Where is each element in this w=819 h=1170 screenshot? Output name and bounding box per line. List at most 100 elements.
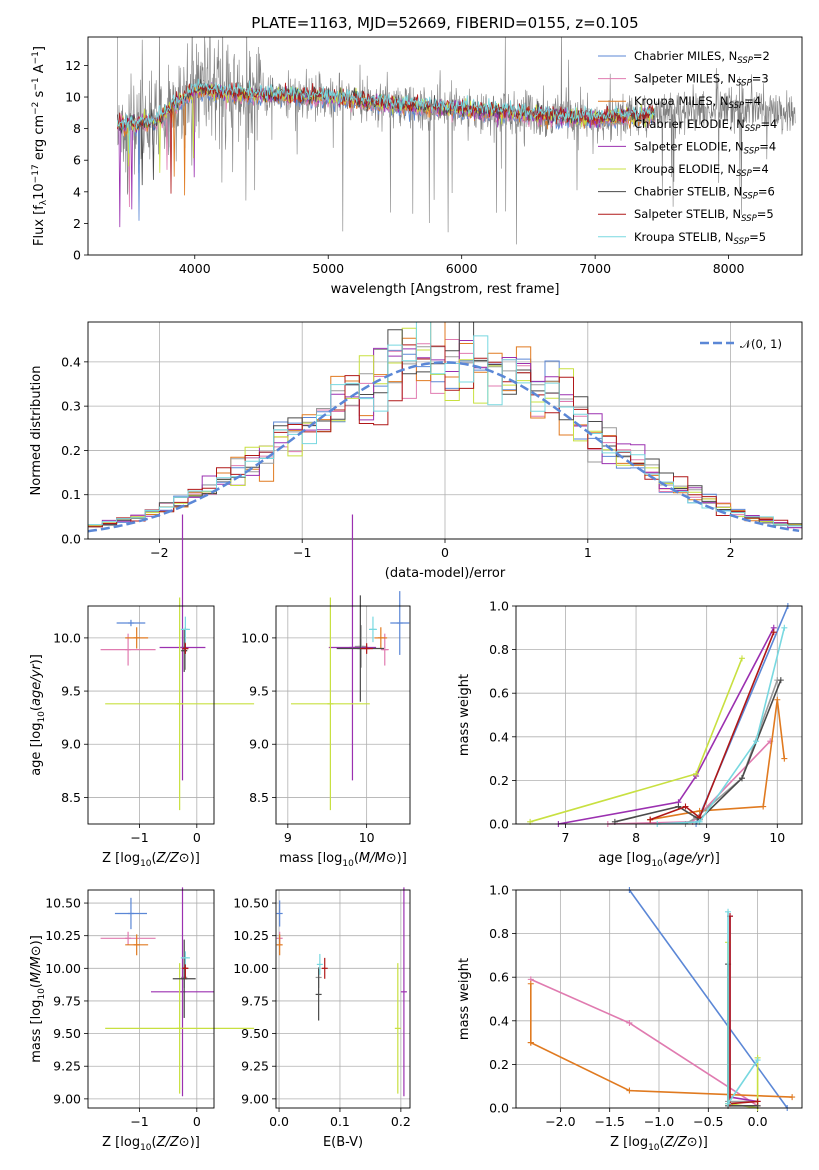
axes-0: 4000 5000 6000 7000 8000 0 2 4 6 8 10 12 xyxy=(65,58,744,276)
y-tick-label: 0.6 xyxy=(489,686,509,701)
y-tick-label: 1.0 xyxy=(489,599,509,614)
y-tick-label: 9.00 xyxy=(53,1091,81,1106)
normal-curve xyxy=(88,361,800,533)
figure-title: PLATE=1163, MJD=52669, FIBERID=0155, z=0… xyxy=(251,14,638,32)
weight-marker xyxy=(738,775,745,782)
weight-line-salpeter-elodie xyxy=(558,627,775,825)
x-tick-label: 10 xyxy=(359,830,375,845)
legend-entry: 𝒩(0, 1) xyxy=(740,337,782,351)
legend-entry: Salpeter STELIB, NSSP=5 xyxy=(634,207,774,224)
x-tick-label: 4000 xyxy=(179,261,211,276)
axes-frame-3 xyxy=(275,605,411,825)
x-tick-label: 0 xyxy=(441,545,449,560)
x-tick-label: −1 xyxy=(293,545,311,560)
histogram-kroupa-stelib xyxy=(88,322,802,529)
x-tick-label: 2 xyxy=(727,545,735,560)
x-tick-label: 6000 xyxy=(446,261,478,276)
x-tick-label: 7000 xyxy=(579,261,611,276)
y-tick-label: 9.0 xyxy=(61,737,81,752)
x-tick-label: −1 xyxy=(130,830,148,845)
axes-frame-0 xyxy=(87,36,803,256)
weight-lines-7 xyxy=(527,887,796,1111)
axes-5: −1 0 9.00 9.25 9.50 9.75 10.00 10.25 10.50 xyxy=(45,890,214,1129)
x-tick-label: 9 xyxy=(284,830,292,845)
weight-marker xyxy=(626,1019,633,1026)
weight-line-kroupa-miles xyxy=(530,983,793,1098)
x-axis-label-6: E(B-V) xyxy=(323,1135,363,1150)
y-tick-label: 9.5 xyxy=(61,684,81,699)
y-tick-label: 0.6 xyxy=(489,970,509,985)
weight-lines-4 xyxy=(527,603,791,827)
weight-line-kroupa-stelib xyxy=(657,627,786,825)
y-axis-label-4: mass weight xyxy=(457,674,472,756)
y-tick-label: 8 xyxy=(73,121,81,136)
ticks-2: −1 0 8.5 9.0 9.5 10.0 xyxy=(53,630,201,845)
y-tick-label: 0.0 xyxy=(489,817,509,832)
x-axis-label-3: mass [log10(M/M⊙)] xyxy=(279,851,407,869)
x-tick-label: 8000 xyxy=(713,261,745,276)
y-tick-label: 9.75 xyxy=(53,993,81,1008)
weight-marker xyxy=(682,803,689,810)
y-tick-label: 0.2 xyxy=(61,443,81,458)
y-tick-label: 10.00 xyxy=(233,961,269,976)
x-tick-label: −1.5 xyxy=(595,1114,625,1129)
x-axis-label-0: wavelength [Angstrom, rest frame] xyxy=(331,282,560,297)
y-tick-label: 10.0 xyxy=(53,630,81,645)
y-tick-label: 4 xyxy=(73,184,81,199)
axes-2: −1 0 8.5 9.0 9.5 10.0 xyxy=(53,606,214,845)
x-tick-label: −1 xyxy=(130,1114,148,1129)
weight-marker xyxy=(774,696,781,703)
x-tick-label: 9 xyxy=(703,830,711,845)
y-tick-label: 0.4 xyxy=(489,1013,509,1028)
axes-frame-6 xyxy=(275,889,411,1109)
ticks-4: 7 8 9 10 0.0 0.2 0.4 0.6 0.8 1.0 xyxy=(489,599,785,846)
y-tick-label: 10.25 xyxy=(45,928,81,943)
y-tick-label: 6 xyxy=(73,153,81,168)
legend-entry: Chabrier STELIB, NSSP=6 xyxy=(634,185,775,202)
weight-marker xyxy=(626,1087,633,1094)
ticks-5: −1 0 9.00 9.25 9.50 9.75 10.00 10.25 10.50 xyxy=(45,896,201,1129)
y-tick-label: 10.50 xyxy=(233,896,269,911)
y-tick-label: 0.8 xyxy=(489,926,509,941)
axes-3: 9 10 8.5 9.0 9.5 10.0 xyxy=(241,606,410,845)
weight-line-salpeter-stelib xyxy=(649,631,775,821)
errorbars-6 xyxy=(276,887,407,1097)
y-axis-label-1: Normed distribution xyxy=(29,366,44,496)
y-tick-label: 9.5 xyxy=(249,684,269,699)
axes-frame-5 xyxy=(87,889,215,1109)
y-tick-label: 9.25 xyxy=(53,1059,81,1074)
x-axis-label-2: Z [log10(Z/Z⊙)] xyxy=(102,851,200,869)
y-tick-label: 9.75 xyxy=(241,993,269,1008)
y-tick-label: 0.2 xyxy=(489,1057,509,1072)
y-tick-label: 8.5 xyxy=(61,790,81,805)
y-tick-label: 1.0 xyxy=(489,883,509,898)
y-tick-label: 0.1 xyxy=(61,487,81,502)
x-tick-label: 5000 xyxy=(312,261,344,276)
observed-spectrum-line xyxy=(117,37,796,245)
weight-marker xyxy=(754,1098,761,1105)
weight-marker xyxy=(781,624,788,631)
model-spectrum-kroupa-stelib xyxy=(117,78,656,154)
ticks-3: 9 10 8.5 9.0 9.5 10.0 xyxy=(241,630,374,845)
y-axis-label-7: mass weight xyxy=(457,958,472,1040)
y-tick-label: 8.5 xyxy=(249,790,269,805)
axes-frame-2 xyxy=(87,605,215,825)
y-tick-label: 10.25 xyxy=(233,928,269,943)
weight-marker xyxy=(693,770,700,777)
weight-marker xyxy=(760,803,767,810)
y-tick-label: 9.50 xyxy=(241,1026,269,1041)
weight-marker xyxy=(753,738,760,745)
weight-marker xyxy=(647,816,654,823)
x-tick-label: 0.1 xyxy=(330,1114,350,1129)
axes-frame-7 xyxy=(515,889,803,1109)
weight-marker xyxy=(789,1094,796,1101)
y-tick-label: 0.3 xyxy=(61,399,81,414)
errorbars-3 xyxy=(290,514,410,811)
legend-entry: Kroupa STELIB, NSSP=5 xyxy=(634,230,766,247)
y-axis-label-2: age [log10(age/yr)] xyxy=(29,654,47,776)
y-tick-label: 9.50 xyxy=(53,1026,81,1041)
y-tick-label: 0.0 xyxy=(61,532,81,547)
y-tick-label: 0.4 xyxy=(61,354,81,369)
weight-marker xyxy=(781,755,788,762)
spectrum-lines xyxy=(117,37,796,245)
